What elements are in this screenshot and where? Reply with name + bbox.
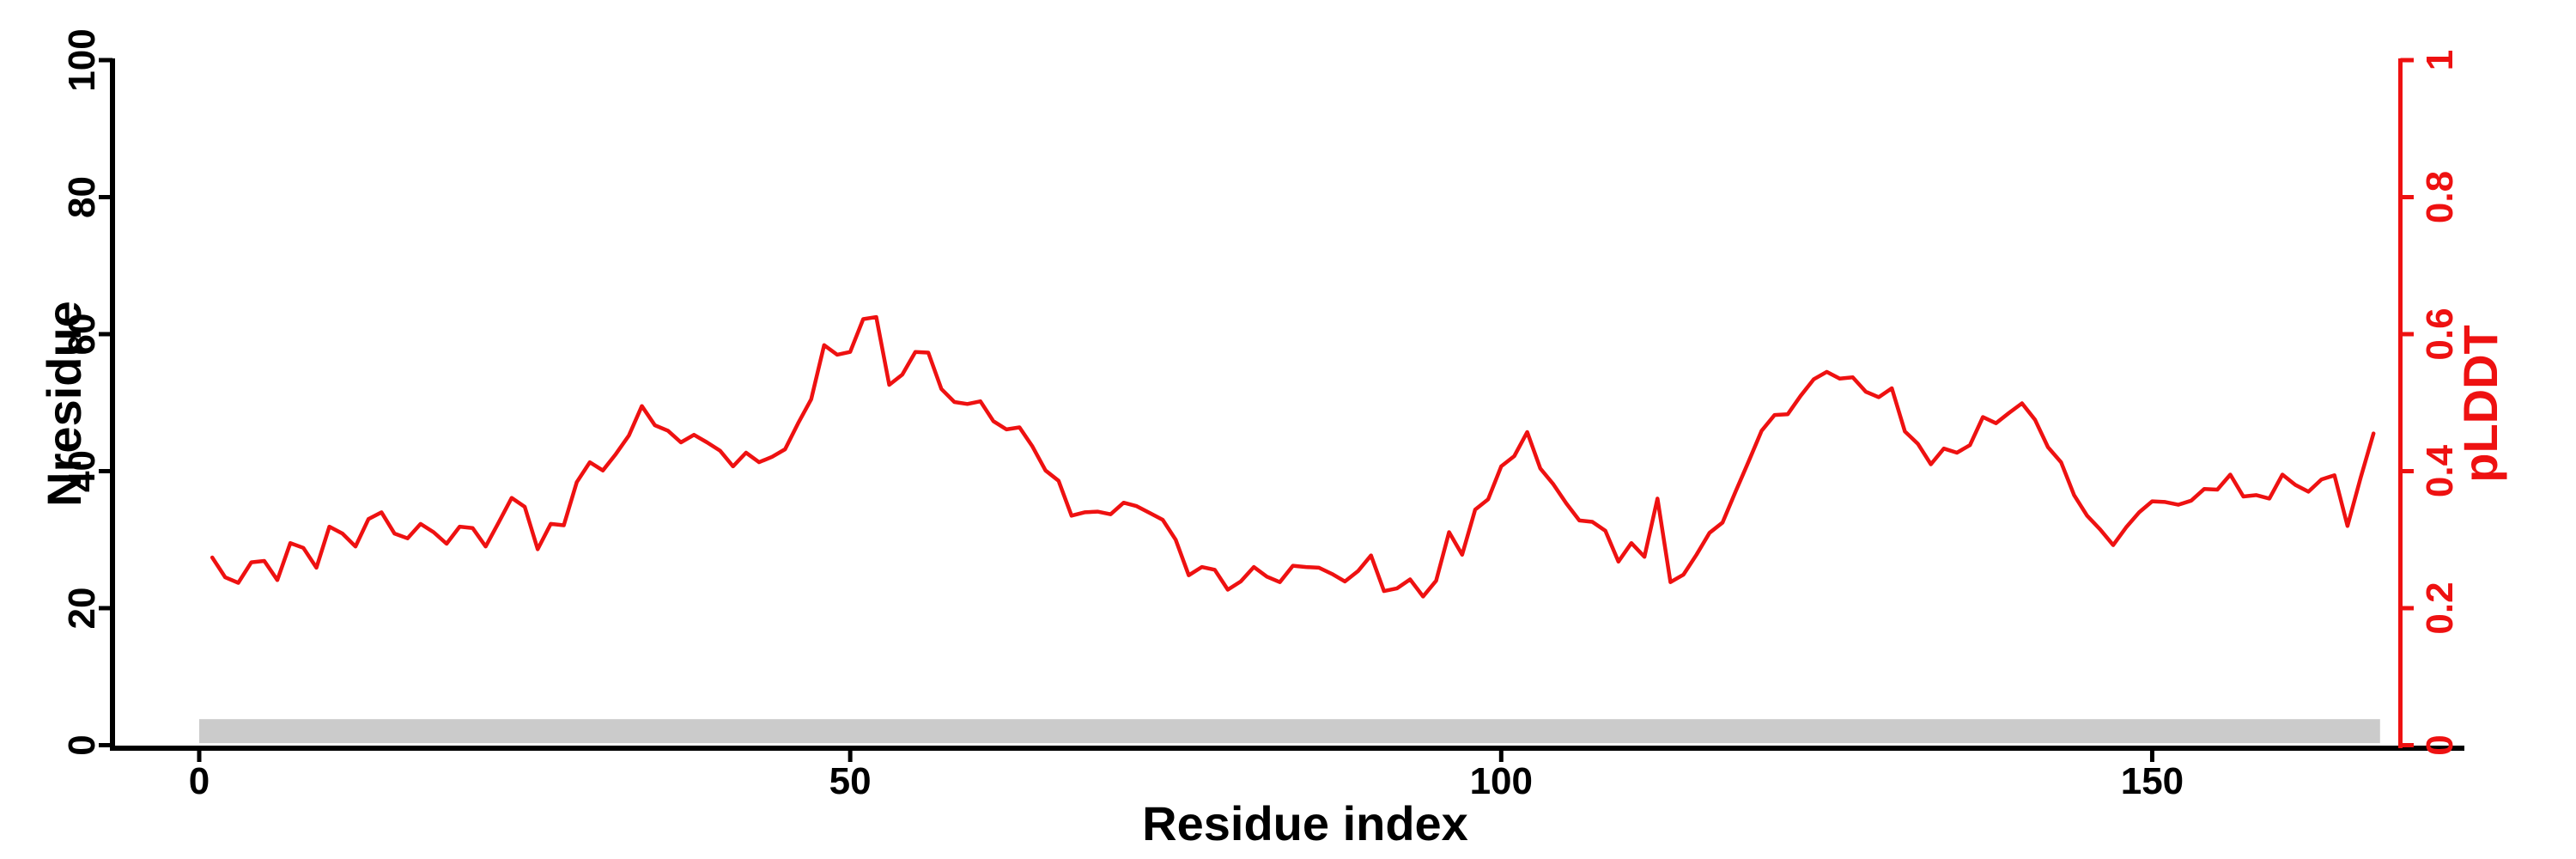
right-axis-tick-label: 0 [2419,734,2461,755]
left-axis-tick-label: 40 [61,450,103,492]
left-axis-tick-label: 100 [61,28,103,91]
x-axis-tick-label: 50 [829,760,872,802]
right-axis-title: pLDDT [2453,325,2507,483]
left-axis-tick-label: 80 [61,176,103,218]
x-axis-tick-label: 0 [189,760,210,802]
right-axis-tick-label: 0.6 [2419,308,2461,360]
left-axis-tick-label: 20 [61,588,103,630]
plddt-line-series [210,314,2376,599]
x-axis-title: Residue index [1142,796,1468,850]
right-axis-tick-label: 1 [2419,50,2461,70]
x-axis-tick-label: 150 [2121,760,2184,802]
residue-range-bar [199,719,2380,744]
x-axis-tick-label: 100 [1470,760,1533,802]
right-axis-tick-label: 0.8 [2419,171,2461,223]
left-axis-tick-label: 0 [61,734,103,755]
left-axis-title: Nresidue [37,301,91,507]
right-axis-tick-label: 0.2 [2419,582,2461,634]
left-axis-tick-label: 60 [61,314,103,356]
right-axis-tick-label: 0.4 [2419,444,2461,497]
